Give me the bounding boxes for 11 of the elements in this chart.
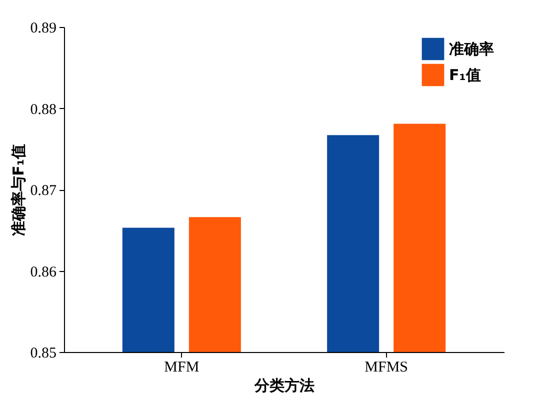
y-tick-label: 0.86: [30, 264, 57, 280]
x-axis-title: 分类方法: [254, 376, 314, 394]
y-tick-label: 0.85: [30, 346, 56, 362]
x-tick-label: MFM: [164, 360, 200, 376]
y-axis-title: 准确率与F₁值: [9, 144, 28, 236]
legend-label: F₁值: [449, 66, 481, 84]
legend-label: 准确率: [449, 40, 494, 58]
x-tick-label: MFMS: [364, 360, 408, 376]
y-tick-label: 0.87: [30, 183, 57, 199]
y-tick-label: 0.88: [30, 102, 56, 118]
y-tick-label: 0.89: [30, 20, 56, 36]
